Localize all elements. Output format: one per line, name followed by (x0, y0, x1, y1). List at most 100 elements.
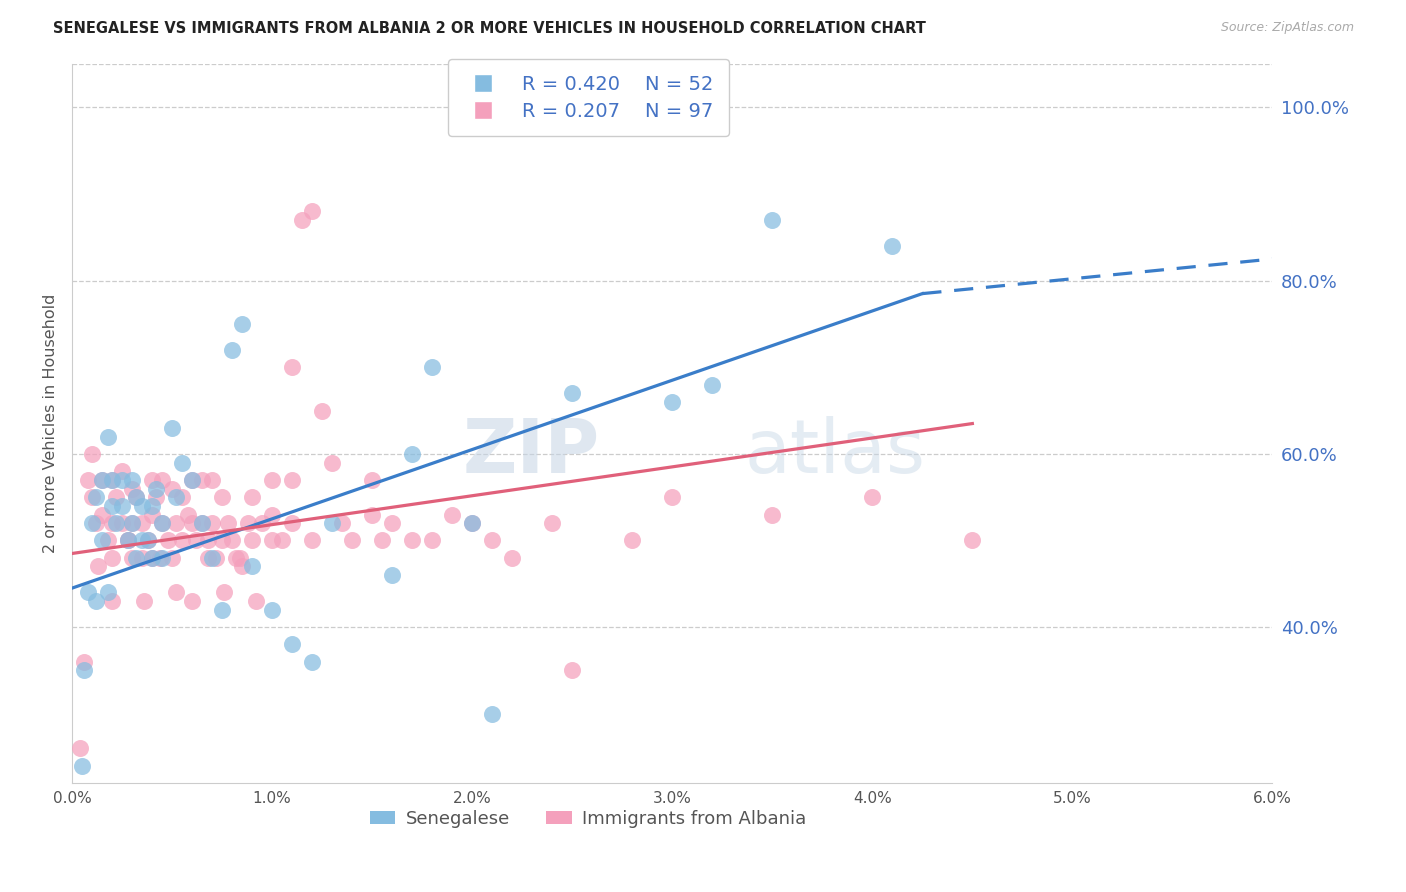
Point (882, 239, 904, 253)
Point (761, 508, 783, 522)
Point (73, 655, 96, 669)
Point (361, 508, 384, 522)
Point (111, 464, 134, 478)
Point (121, 516, 143, 531)
Point (111, 516, 134, 531)
Point (301, 655, 323, 669)
Point (150, 516, 173, 531)
Point (205, 550, 228, 565)
Point (101, 473, 124, 487)
Point (80, 490, 103, 504)
Point (211, 603, 233, 617)
Point (111, 499, 134, 513)
Text: SENEGALESE VS IMMIGRANTS FROM ALBANIA 2 OR MORE VEHICLES IN HOUSEHOLD CORRELATIO: SENEGALESE VS IMMIGRANTS FROM ALBANIA 2 … (53, 21, 927, 37)
Point (170, 456, 193, 470)
Point (77, 585, 100, 599)
Point (87, 559, 110, 574)
Point (181, 473, 204, 487)
Point (541, 516, 564, 531)
Point (77, 473, 100, 487)
Point (201, 473, 224, 487)
Point (131, 516, 153, 531)
Point (73, 664, 96, 678)
Point (170, 533, 193, 548)
Point (461, 516, 484, 531)
Point (145, 490, 167, 504)
Point (262, 603, 284, 617)
Point (281, 473, 304, 487)
Point (761, 213, 783, 227)
Point (131, 533, 153, 548)
Point (132, 594, 155, 608)
Point (262, 473, 284, 487)
Point (145, 482, 167, 496)
Point (361, 473, 384, 487)
Point (136, 533, 159, 548)
Point (330, 516, 353, 531)
Point (101, 473, 124, 487)
Point (105, 490, 128, 504)
Point (141, 473, 163, 487)
Point (84, 516, 107, 531)
Point (229, 550, 252, 565)
Point (97, 429, 120, 443)
Point (97, 533, 120, 548)
Text: ZIP: ZIP (463, 416, 600, 489)
Legend: Senegalese, Immigrants from Albania: Senegalese, Immigrants from Albania (363, 803, 814, 835)
Point (281, 360, 304, 375)
Point (461, 516, 484, 531)
Y-axis label: 2 or more Vehicles in Household: 2 or more Vehicles in Household (44, 293, 58, 553)
Point (860, 490, 883, 504)
Point (197, 550, 219, 565)
Point (381, 516, 404, 531)
Point (181, 473, 204, 487)
Point (661, 395, 683, 409)
Point (101, 516, 124, 531)
Point (150, 516, 173, 531)
Point (201, 516, 224, 531)
Point (281, 637, 304, 651)
Point (101, 550, 124, 565)
Point (160, 421, 183, 435)
Point (250, 516, 273, 531)
Point (101, 594, 124, 608)
Point (117, 533, 139, 548)
Point (481, 533, 503, 548)
Point (111, 473, 134, 487)
Point (117, 533, 139, 548)
Point (212, 585, 235, 599)
Point (291, 213, 314, 227)
Point (141, 508, 163, 522)
Point (197, 533, 219, 548)
Point (661, 490, 683, 504)
Point (84, 594, 107, 608)
Point (101, 499, 124, 513)
Point (236, 516, 259, 531)
Point (105, 516, 128, 531)
Point (191, 516, 214, 531)
Point (301, 204, 323, 219)
Point (149, 550, 172, 565)
Point (621, 533, 644, 548)
Point (231, 317, 253, 331)
Point (84, 490, 107, 504)
Text: Source: ZipAtlas.com: Source: ZipAtlas.com (1220, 21, 1354, 35)
Point (301, 533, 323, 548)
Point (381, 568, 404, 582)
Point (131, 550, 153, 565)
Point (150, 473, 173, 487)
Point (262, 533, 284, 548)
Point (191, 473, 214, 487)
Point (97, 585, 120, 599)
Point (177, 508, 200, 522)
Point (221, 533, 243, 548)
Point (160, 482, 183, 496)
Point (211, 490, 233, 504)
Point (321, 516, 343, 531)
Point (184, 533, 207, 548)
Point (702, 377, 724, 392)
Point (131, 499, 153, 513)
Point (240, 490, 263, 504)
Point (561, 386, 583, 401)
Point (181, 594, 204, 608)
